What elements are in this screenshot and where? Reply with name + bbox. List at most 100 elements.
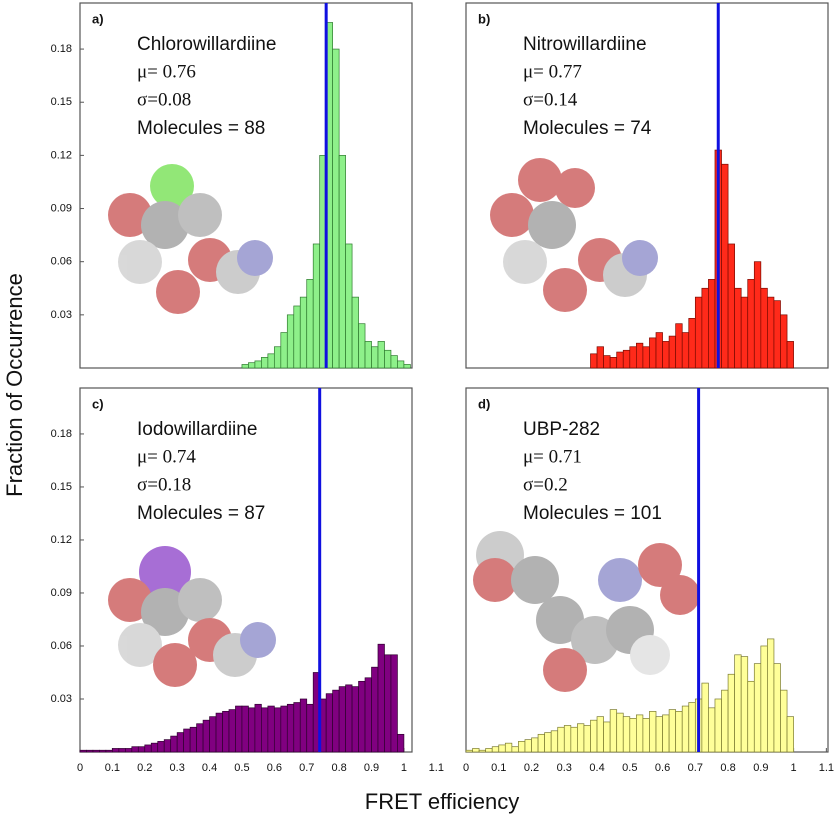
histogram-bar: [747, 279, 755, 369]
histogram-bar: [694, 296, 703, 369]
panel-label: b): [478, 11, 490, 26]
histogram-bar: [170, 735, 178, 753]
histogram-bar: [780, 689, 788, 753]
panel-label: c): [92, 396, 104, 411]
histogram-bar: [261, 707, 269, 753]
x-tick-label: 0.6: [267, 762, 282, 774]
panel-frame: [79, 2, 413, 369]
x-tick-label: 0.8: [720, 762, 735, 774]
molecule-a: [108, 164, 273, 314]
histogram-bar: [358, 323, 366, 369]
histogram-bar: [144, 744, 152, 753]
histogram-bar: [498, 744, 506, 753]
histogram-bar: [465, 749, 473, 753]
x-tick-label: 0.9: [364, 762, 379, 774]
histogram-bar: [267, 353, 275, 369]
histogram-bar: [609, 357, 618, 369]
annotation: σ=0.14: [523, 89, 578, 110]
histogram-bar: [222, 711, 230, 753]
annotation: Molecules = 74: [523, 118, 652, 139]
histogram-bar: [773, 663, 781, 753]
histogram-bar: [701, 287, 709, 369]
histogram-bar: [286, 703, 295, 753]
histogram-bar: [241, 705, 249, 753]
histogram-bar: [544, 732, 552, 753]
y-tick-label: 0.15: [51, 481, 72, 493]
histogram-bar: [603, 355, 611, 369]
histogram-bar: [688, 318, 696, 369]
y-tick-label: 0.09: [51, 587, 72, 599]
histogram-bar: [377, 341, 385, 369]
histogram-bar: [557, 726, 565, 753]
histogram-bar: [79, 749, 87, 753]
y-tick-label: 0.12: [51, 149, 72, 161]
histogram-bar: [124, 748, 133, 753]
histogram-bar: [293, 305, 301, 369]
histogram-bar: [338, 155, 346, 369]
histogram-bar: [351, 686, 359, 753]
histogram-bar: [596, 346, 604, 369]
molecule-b: [490, 158, 658, 312]
histogram-bar: [235, 705, 243, 753]
x-tick-label: 0.1: [105, 762, 120, 774]
x-tick-label: 1.1: [819, 762, 834, 774]
x-tick-label: 0.4: [202, 762, 217, 774]
histogram-bar: [616, 712, 624, 753]
histogram-bar: [364, 677, 372, 753]
histogram-bar: [727, 243, 735, 369]
x-tick-label: 0.2: [137, 762, 152, 774]
annotation: Iodowillardiine: [137, 419, 257, 440]
annotation: Molecules = 87: [137, 503, 265, 524]
histogram-bar: [616, 351, 624, 369]
histogram-bar: [590, 353, 598, 369]
histogram-bar: [760, 645, 768, 753]
histogram-bar: [596, 716, 604, 753]
histogram-bar: [306, 279, 314, 369]
histogram-bar: [609, 709, 618, 753]
x-tick-label: 1: [401, 762, 407, 774]
histogram-bar: [86, 749, 94, 753]
histogram-bar: [747, 680, 755, 753]
histogram-bar: [649, 711, 657, 753]
histogram-bar: [254, 703, 262, 753]
annotation: μ= 0.77: [523, 61, 582, 82]
histogram-bar: [786, 716, 794, 753]
molecule-c: [108, 546, 276, 687]
histogram-bar: [570, 726, 578, 753]
histogram-bar: [721, 689, 729, 753]
histogram-bar: [196, 723, 204, 753]
histogram-bar: [176, 732, 184, 753]
histogram-bar: [105, 749, 113, 753]
histogram-bar: [351, 296, 359, 369]
histogram-bar: [780, 314, 788, 369]
histogram-bar: [332, 689, 340, 753]
x-tick-label: 0: [463, 762, 469, 774]
histogram-bar: [760, 287, 768, 369]
histogram-bar: [563, 725, 572, 753]
histogram-bar: [163, 739, 172, 753]
histogram-bar: [384, 349, 392, 369]
histogram-bar: [183, 728, 191, 753]
histogram-bar: [622, 716, 631, 753]
histogram-bar: [215, 712, 223, 753]
histogram-bar: [299, 698, 308, 753]
histogram-bar: [681, 332, 690, 369]
y-tick-label: 0.18: [51, 43, 72, 55]
histogram-bar: [708, 707, 716, 753]
histogram-bar: [786, 341, 794, 369]
histogram-bar: [390, 654, 398, 753]
histogram-bar: [306, 703, 314, 753]
histogram-bar: [668, 335, 677, 369]
histogram-bar: [189, 726, 197, 753]
annotation: σ=0.2: [523, 474, 568, 495]
histogram-bar: [384, 654, 392, 753]
histogram-bar: [727, 673, 735, 753]
histogram-bar: [504, 742, 513, 753]
annotation: σ=0.18: [137, 474, 191, 495]
x-axis-label: FRET efficiency: [365, 789, 519, 814]
histogram-bar: [537, 733, 545, 753]
histogram-bar: [345, 243, 353, 369]
x-tick-label: 0.5: [622, 762, 637, 774]
histogram-bar: [491, 746, 500, 753]
